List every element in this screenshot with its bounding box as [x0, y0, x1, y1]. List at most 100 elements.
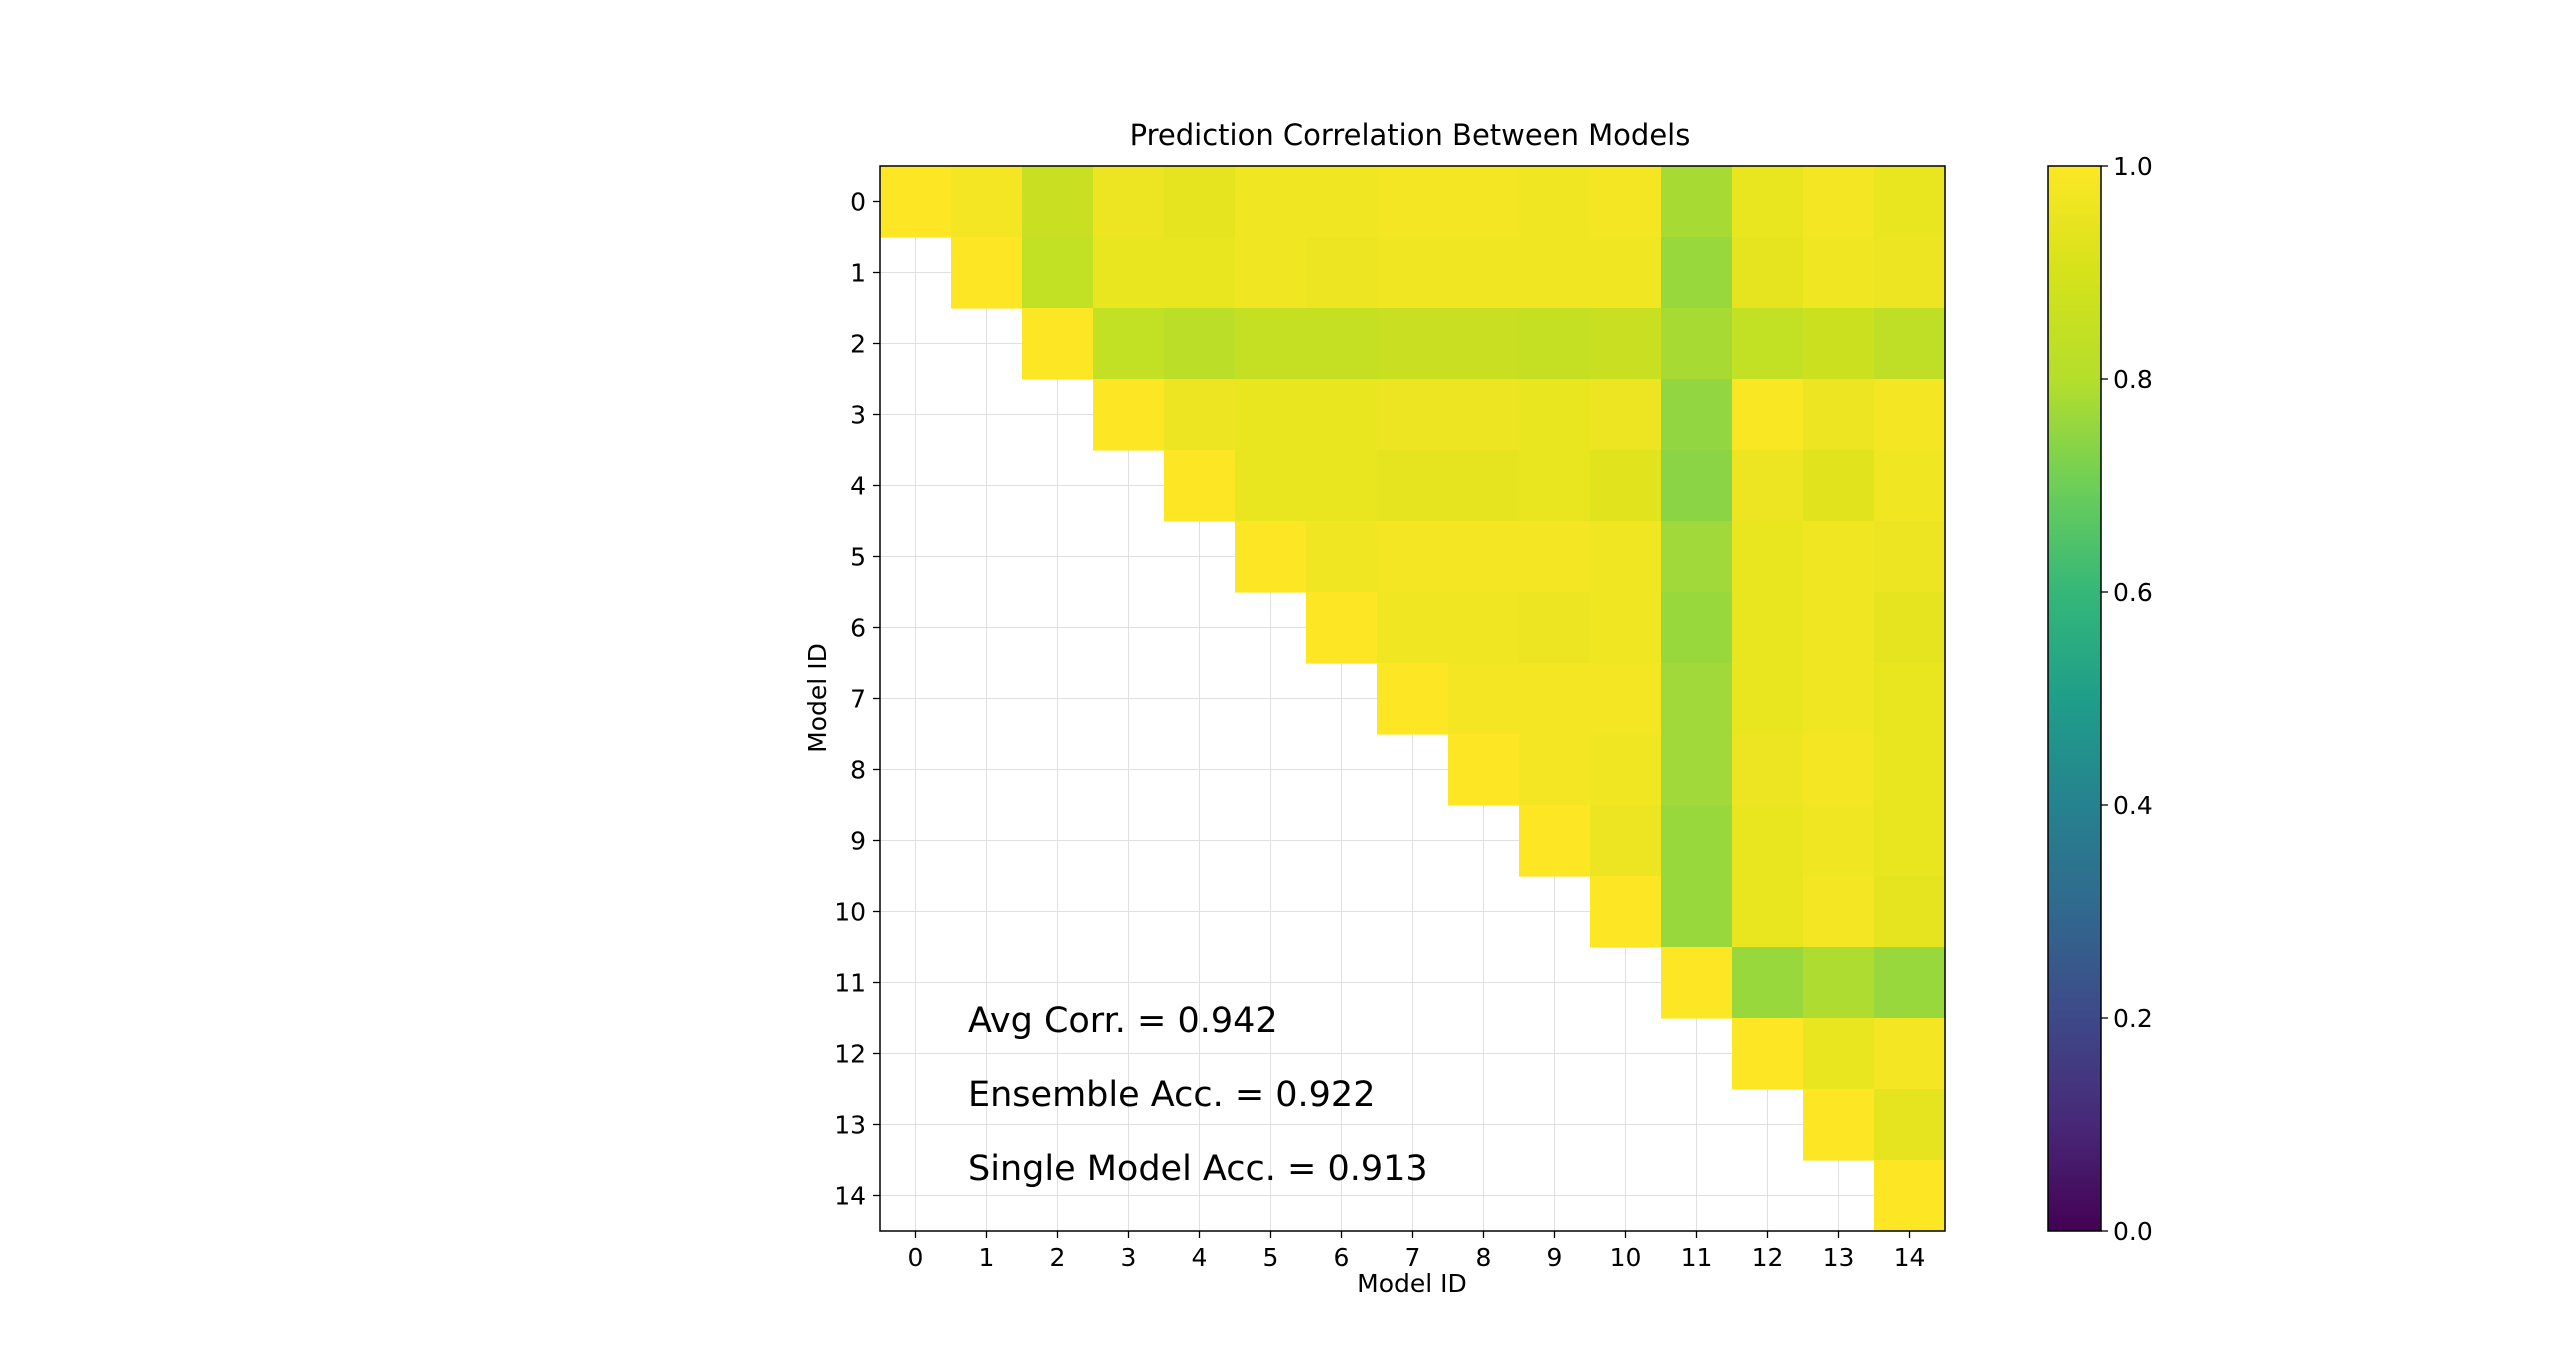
y-tick-label: 13	[834, 1111, 866, 1140]
y-tick-label: 2	[850, 330, 866, 359]
colorbar-tick-label: 0.6	[2113, 578, 2153, 607]
heatmap-cells	[880, 166, 1946, 1232]
heatmap-cell-5-12	[1732, 521, 1804, 593]
heatmap-cell-5-8	[1448, 521, 1520, 593]
heatmap-cell-5-13	[1803, 521, 1875, 593]
x-tick-label: 14	[1894, 1243, 1926, 1272]
heatmap-cell-0-6	[1306, 166, 1378, 238]
heatmap-cell-1-6	[1306, 237, 1378, 309]
heatmap-cell-7-9	[1519, 663, 1591, 735]
heatmap-cell-5-9	[1519, 521, 1591, 593]
colorbar-tick-label: 0.8	[2113, 365, 2153, 394]
heatmap-cell-4-8	[1448, 450, 1520, 522]
heatmap-cell-9-9	[1519, 805, 1591, 877]
heatmap-cell-2-7	[1377, 308, 1449, 380]
heatmap-cell-3-3	[1093, 379, 1165, 451]
heatmap-cell-0-4	[1164, 166, 1236, 238]
x-tick-label: 5	[1263, 1243, 1279, 1272]
heatmap-cell-4-7	[1377, 450, 1449, 522]
heatmap-cell-10-10	[1590, 876, 1662, 948]
x-axis-label: Model ID	[1357, 1269, 1467, 1298]
heatmap-cell-2-14	[1874, 308, 1946, 380]
heatmap-cell-2-11	[1661, 308, 1733, 380]
x-tick-label: 9	[1547, 1243, 1563, 1272]
heatmap-cell-1-1	[951, 237, 1023, 309]
heatmap-cell-5-6	[1306, 521, 1378, 593]
x-axis-ticks: 0 1 2 3 4 5 6 7 8 9 10 11 12 13 14	[908, 1231, 1926, 1272]
heatmap-cell-5-14	[1874, 521, 1946, 593]
x-tick-label: 0	[908, 1243, 924, 1272]
heatmap-cell-0-2	[1022, 166, 1094, 238]
heatmap-cell-6-8	[1448, 592, 1520, 664]
heatmap-cell-0-13	[1803, 166, 1875, 238]
heatmap-cell-11-14	[1874, 947, 1946, 1019]
heatmap-cell-4-14	[1874, 450, 1946, 522]
x-tick-label: 12	[1752, 1243, 1784, 1272]
heatmap-cell-3-14	[1874, 379, 1946, 451]
heatmap-cell-2-13	[1803, 308, 1875, 380]
heatmap-cell-6-14	[1874, 592, 1946, 664]
heatmap-cell-3-9	[1519, 379, 1591, 451]
heatmap-cell-1-8	[1448, 237, 1520, 309]
heatmap-cell-0-3	[1093, 166, 1165, 238]
x-tick-label: 6	[1334, 1243, 1350, 1272]
heatmap-cell-0-1	[951, 166, 1023, 238]
heatmap-cell-3-8	[1448, 379, 1520, 451]
heatmap-cell-5-10	[1590, 521, 1662, 593]
heatmap-cell-14-14	[1874, 1160, 1946, 1232]
heatmap-cell-12-14	[1874, 1018, 1946, 1090]
heatmap-cell-4-12	[1732, 450, 1804, 522]
heatmap-cell-3-4	[1164, 379, 1236, 451]
heatmap-cell-8-9	[1519, 734, 1591, 806]
annotation-avg-corr: Avg Corr. = 0.942	[968, 1001, 1278, 1041]
y-tick-label: 10	[834, 898, 866, 927]
chart-title: Prediction Correlation Between Models	[1130, 118, 1691, 152]
heatmap-cell-7-13	[1803, 663, 1875, 735]
heatmap-cell-0-12	[1732, 166, 1804, 238]
heatmap-cell-5-7	[1377, 521, 1449, 593]
x-tick-label: 7	[1405, 1243, 1421, 1272]
heatmap-cell-8-12	[1732, 734, 1804, 806]
heatmap-cell-0-5	[1235, 166, 1307, 238]
heatmap-cell-1-7	[1377, 237, 1449, 309]
heatmap-cell-6-13	[1803, 592, 1875, 664]
annotation-ensemble-acc: Ensemble Acc. = 0.922	[968, 1075, 1375, 1115]
heatmap-cell-3-6	[1306, 379, 1378, 451]
heatmap-cell-3-13	[1803, 379, 1875, 451]
colorbar	[2047, 165, 2102, 1232]
y-tick-label: 12	[834, 1040, 866, 1069]
x-tick-label: 4	[1192, 1243, 1208, 1272]
heatmap-cell-8-13	[1803, 734, 1875, 806]
y-tick-label: 9	[850, 827, 866, 856]
heatmap-cell-1-2	[1022, 237, 1094, 309]
heatmap-cell-7-11	[1661, 663, 1733, 735]
y-tick-label: 14	[834, 1182, 866, 1211]
heatmap-cell-4-9	[1519, 450, 1591, 522]
heatmap-cell-7-8	[1448, 663, 1520, 735]
heatmap-cell-3-10	[1590, 379, 1662, 451]
y-tick-label: 3	[850, 401, 866, 430]
x-tick-label: 1	[979, 1243, 995, 1272]
heatmap-cell-7-14	[1874, 663, 1946, 735]
heatmap-cell-9-13	[1803, 805, 1875, 877]
heatmap-cell-7-10	[1590, 663, 1662, 735]
y-tick-label: 11	[834, 969, 866, 998]
heatmap-cell-4-13	[1803, 450, 1875, 522]
heatmap-cell-7-7	[1377, 663, 1449, 735]
heatmap-cell-0-8	[1448, 166, 1520, 238]
colorbar-tick-label: 0.4	[2113, 791, 2153, 820]
heatmap-cell-5-5	[1235, 521, 1307, 593]
heatmap-cell-6-12	[1732, 592, 1804, 664]
heatmap-cell-1-4	[1164, 237, 1236, 309]
y-tick-label: 7	[850, 685, 866, 714]
heatmap-cell-8-8	[1448, 734, 1520, 806]
colorbar-tick-label: 0.2	[2113, 1004, 2153, 1033]
x-tick-label: 3	[1121, 1243, 1137, 1272]
heatmap-cell-3-12	[1732, 379, 1804, 451]
heatmap-cell-8-10	[1590, 734, 1662, 806]
heatmap-cell-9-12	[1732, 805, 1804, 877]
heatmap-cell-8-11	[1661, 734, 1733, 806]
x-tick-label: 8	[1476, 1243, 1492, 1272]
